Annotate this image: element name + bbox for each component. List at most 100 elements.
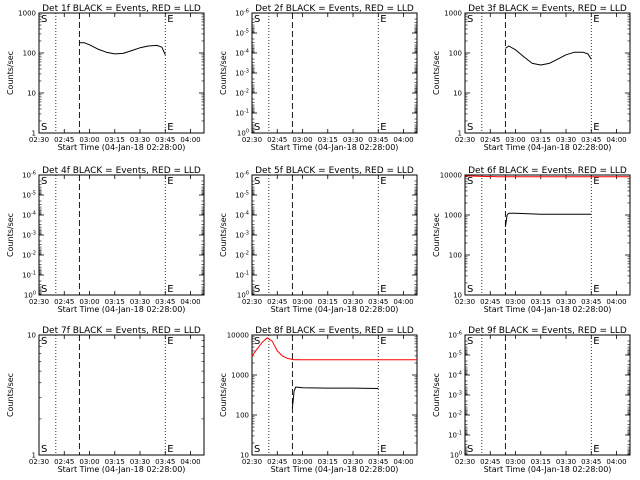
detector-panel-4: Det 4f BLACK = Events, RED = LLD 02:30 02:… [6, 166, 205, 314]
y-tick-label: 10000 [227, 332, 249, 340]
marker-e-bottom: E [167, 122, 173, 133]
lld-series-line [251, 337, 417, 361]
x-tick-label: 02:30 [242, 298, 262, 306]
lld-series-line [464, 175, 630, 178]
x-tick-label: 03:15 [105, 298, 125, 306]
marker-e-top: E [380, 14, 386, 25]
marker-s-bottom: S [41, 122, 47, 133]
x-tick-label: 03:00 [292, 298, 312, 306]
marker-e-top: E [167, 14, 173, 25]
y-tick-label: 10-4 [235, 49, 249, 58]
x-axis-label: Start Time (04-Jan-18 02:28:00) [271, 143, 399, 152]
x-tick-label: 03:30 [343, 298, 363, 306]
y-tick-label: 10-2 [448, 411, 462, 420]
panel-title: Det 6f BLACK = Events, RED = LLD [468, 166, 627, 176]
marker-s-bottom: S [254, 122, 260, 133]
y-tick-label: 1 [458, 130, 462, 138]
y-tick-label: 10 [453, 292, 462, 300]
plot-frame [38, 12, 205, 134]
x-tick-label: 02:30 [455, 136, 475, 144]
x-tick-label: 04:00 [180, 136, 200, 144]
x-tick-label: 02:45 [267, 298, 287, 306]
x-tick-label: 02:30 [455, 298, 475, 306]
x-tick-label: 04:00 [393, 458, 413, 466]
y-tick-label: 100 [236, 412, 249, 420]
marker-e-bottom: E [380, 284, 386, 295]
x-tick-label: 02:30 [29, 136, 49, 144]
x-tick-label: 03:15 [318, 458, 338, 466]
y-tick-label: 100 [237, 129, 249, 138]
x-tick-label: 02:30 [29, 298, 49, 306]
y-tick-label: 1 [32, 130, 36, 138]
y-tick-label: 1000 [18, 10, 36, 18]
events-series-line [504, 212, 592, 228]
x-tick-label: 03:30 [130, 136, 150, 144]
x-tick-label: 03:30 [556, 458, 576, 466]
y-axis-label: Counts/sec [6, 213, 15, 257]
x-tick-label: 03:00 [79, 298, 99, 306]
x-tick-label: 03:45 [368, 136, 388, 144]
x-tick-label: 04:00 [606, 298, 626, 306]
y-tick-label: 10 [27, 332, 36, 340]
x-tick-label: 04:00 [606, 458, 626, 466]
x-tick-label: 03:15 [531, 136, 551, 144]
detector-panel-3: Det 3f BLACK = Events, RED = LLD 02:30 02:… [432, 4, 631, 152]
x-axis-label: Start Time (04-Jan-18 02:28:00) [58, 143, 186, 152]
x-tick-label: 03:30 [130, 458, 150, 466]
x-tick-label: 03:30 [556, 136, 576, 144]
x-tick-label: 03:15 [531, 458, 551, 466]
x-tick-label: 02:30 [242, 458, 262, 466]
detector-panel-6: Det 6f BLACK = Events, RED = LLD 02:30 02:… [432, 166, 631, 314]
marker-e-top: E [593, 14, 599, 25]
detector-panel-2: Det 2f BLACK = Events, RED = LLD 02:30 02:… [219, 4, 418, 152]
marker-e-top: E [167, 176, 173, 187]
marker-s-bottom: S [254, 444, 260, 455]
y-tick-label: 10-2 [235, 251, 249, 260]
x-tick-label: 03:45 [368, 458, 388, 466]
marker-s-top: S [41, 176, 47, 187]
plot-frame [251, 174, 418, 296]
x-tick-label: 02:45 [54, 298, 74, 306]
x-tick-label: 03:15 [318, 298, 338, 306]
y-tick-label: 1000 [444, 212, 462, 220]
x-tick-label: 04:00 [180, 298, 200, 306]
marker-s-bottom: S [467, 122, 473, 133]
y-tick-label: 10 [453, 90, 462, 98]
marker-s-bottom: S [41, 284, 47, 295]
y-axis-label: Counts/sec [219, 213, 228, 257]
x-axis-label: Start Time (04-Jan-18 02:28:00) [484, 143, 612, 152]
marker-e-bottom: E [380, 444, 386, 455]
y-tick-label: 100 [449, 252, 462, 260]
detector-panel-1: Det 1f BLACK = Events, RED = LLD 02:30 02:… [6, 4, 205, 152]
plot-frame [38, 174, 205, 296]
x-tick-label: 03:45 [581, 298, 601, 306]
x-tick-label: 03:45 [368, 298, 388, 306]
y-tick-label: 10-6 [235, 171, 249, 180]
marker-e-top: E [593, 176, 599, 187]
y-tick-label: 10000 [440, 172, 462, 180]
marker-s-top: S [467, 14, 473, 25]
x-tick-label: 03:15 [531, 298, 551, 306]
x-tick-label: 03:15 [105, 136, 125, 144]
plot-frame [251, 12, 418, 134]
y-axis-label: Counts/sec [432, 213, 441, 257]
panel-title: Det 3f BLACK = Events, RED = LLD [468, 4, 627, 14]
y-tick-label: 10-5 [235, 29, 249, 38]
y-tick-label: 100 [24, 291, 36, 300]
y-tick-label: 10-5 [235, 191, 249, 200]
x-tick-label: 03:00 [505, 298, 525, 306]
x-tick-label: 03:15 [105, 458, 125, 466]
y-axis-label: Counts/sec [432, 373, 441, 417]
panel-title: Det 1f BLACK = Events, RED = LLD [42, 4, 201, 14]
x-tick-label: 02:30 [455, 458, 475, 466]
y-tick-label: 10 [240, 452, 249, 460]
y-tick-label: 100 [449, 50, 462, 58]
y-tick-label: 100 [237, 291, 249, 300]
y-tick-label: 10-1 [235, 271, 249, 280]
plot-frame [464, 12, 631, 134]
x-tick-label: 02:45 [54, 136, 74, 144]
x-tick-label: 03:45 [581, 136, 601, 144]
panel-title: Det 5f BLACK = Events, RED = LLD [255, 166, 414, 176]
detector-panel-5: Det 5f BLACK = Events, RED = LLD 02:30 02:… [219, 166, 418, 314]
